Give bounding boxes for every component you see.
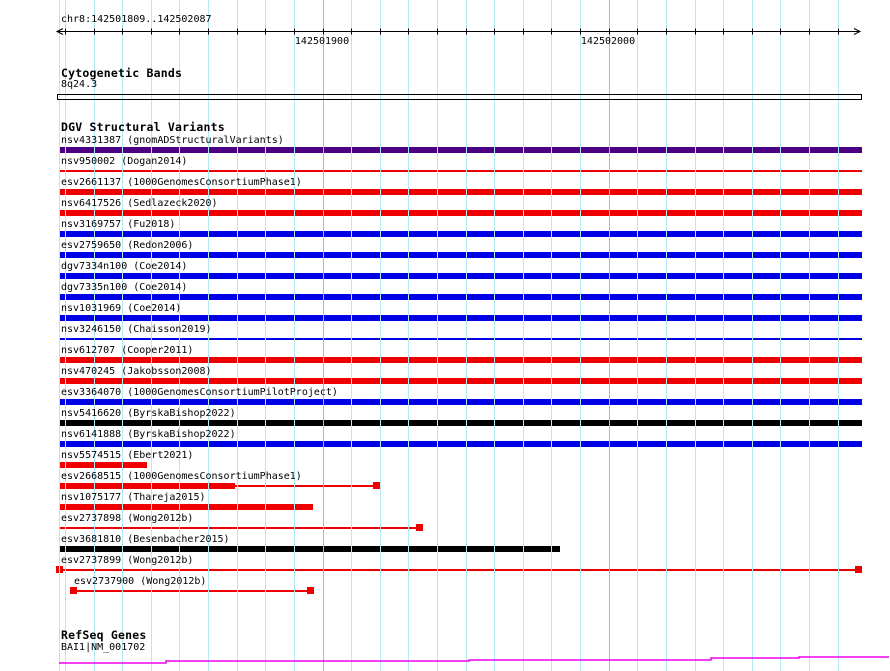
variant-label[interactable]: nsv470245 (Jakobsson2008): [61, 366, 212, 377]
gridline: [838, 0, 839, 671]
gridline: [408, 0, 409, 671]
variant-label[interactable]: nsv3246150 (Chaisson2019): [61, 324, 212, 335]
gridline: [723, 0, 724, 671]
variant-bar[interactable]: [59, 420, 862, 426]
variant-bar[interactable]: [59, 147, 862, 153]
gridline: [809, 0, 810, 671]
gridline: [265, 0, 266, 671]
gridline: [609, 0, 610, 671]
variant-label[interactable]: dgv7334n100 (Coe2014): [61, 261, 188, 272]
variant-label[interactable]: nsv4331387 (gnomADStructuralVariants): [61, 135, 284, 146]
variant-label[interactable]: esv3681810 (Besenbacher2015): [61, 534, 230, 545]
gridline: [237, 0, 238, 671]
variant-endpoint-marker[interactable]: [373, 482, 380, 489]
variant-label[interactable]: nsv6417526 (Sedlazeck2020): [61, 198, 218, 209]
variant-bar[interactable]: [59, 189, 862, 195]
gridline: [752, 0, 753, 671]
variant-bar[interactable]: [59, 462, 147, 468]
variant-bar[interactable]: [59, 399, 862, 405]
gridline: [208, 0, 209, 671]
variant-label[interactable]: esv2737898 (Wong2012b): [61, 513, 194, 524]
gridline: [780, 0, 781, 671]
variant-bar[interactable]: [59, 231, 862, 237]
ruler-tick-label: 142502000: [580, 36, 636, 47]
variant-bar[interactable]: [59, 483, 235, 489]
section-title-cytogenetic-bands: Cytogenetic Bands: [61, 66, 183, 80]
variant-bar[interactable]: [59, 273, 862, 279]
variant-bar[interactable]: [59, 527, 419, 529]
variant-bar[interactable]: [59, 294, 862, 300]
variant-label[interactable]: esv2737900 (Wong2012b): [74, 576, 207, 587]
variant-label[interactable]: nsv612707 (Cooper2011): [61, 345, 194, 356]
variant-endpoint-marker[interactable]: [855, 566, 862, 573]
variant-bar[interactable]: [59, 569, 858, 571]
gridline: [580, 0, 581, 671]
gridline: [294, 0, 295, 671]
variant-bar[interactable]: [73, 590, 310, 592]
variant-label[interactable]: esv2759650 (Redon2006): [61, 240, 194, 251]
gridline: [666, 0, 667, 671]
variant-bar[interactable]: [59, 441, 862, 447]
variant-label[interactable]: nsv950002 (Dogan2014): [61, 156, 188, 167]
variant-label[interactable]: dgv7335n100 (Coe2014): [61, 282, 188, 293]
variant-label[interactable]: nsv1031969 (Coe2014): [61, 303, 182, 314]
variant-endpoint-marker[interactable]: [416, 524, 423, 531]
variant-label[interactable]: esv2668515 (1000GenomesConsortiumPhase1): [61, 471, 302, 482]
gridline: [122, 0, 123, 671]
variant-bar[interactable]: [59, 315, 862, 321]
variant-bar[interactable]: [59, 210, 862, 216]
cytogenetic-band-label: 8q24.3: [61, 79, 98, 90]
gridline: [437, 0, 438, 671]
gridline: [523, 0, 524, 671]
gridline: [179, 0, 180, 671]
variant-label[interactable]: esv2737899 (Wong2012b): [61, 555, 194, 566]
variant-label[interactable]: nsv6141888 (ByrskaBishop2022): [61, 429, 236, 440]
gridline: [695, 0, 696, 671]
variant-label[interactable]: esv2661137 (1000GenomesConsortiumPhase1): [61, 177, 302, 188]
gridline: [65, 0, 66, 671]
variant-bar[interactable]: [59, 170, 862, 172]
variant-endpoint-marker[interactable]: [307, 587, 314, 594]
variant-label[interactable]: nsv5416620 (ByrskaBishop2022): [61, 408, 236, 419]
variant-endpoint-marker[interactable]: [70, 587, 77, 594]
gridline: [351, 0, 352, 671]
variant-label[interactable]: esv3364070 (1000GenomesConsortiumPilotPr…: [61, 387, 338, 398]
section-title-refseq-genes: RefSeq Genes: [61, 628, 147, 642]
region-coordinates: chr8:142501809..142502087: [61, 14, 212, 25]
variant-label[interactable]: nsv1075177 (Thareja2015): [61, 492, 206, 503]
variant-bar[interactable]: [235, 485, 376, 487]
variant-bar[interactable]: [59, 338, 862, 340]
gridline: [551, 0, 552, 671]
variant-bar[interactable]: [59, 504, 313, 510]
variant-bar[interactable]: [59, 378, 862, 384]
gridline: [380, 0, 381, 671]
variant-bar[interactable]: [59, 546, 560, 552]
section-title-dgv-structural-variants: DGV Structural Variants: [61, 120, 225, 134]
variant-label[interactable]: nsv3169757 (Fu2018): [61, 219, 176, 230]
ruler-tick-label: 142501900: [294, 36, 350, 47]
gene-name-label[interactable]: BAI1|NM_001702: [61, 642, 146, 653]
variant-label[interactable]: nsv5574515 (Ebert2021): [61, 450, 194, 461]
gridline: [59, 0, 60, 671]
gridline: [94, 0, 95, 671]
gridline: [151, 0, 152, 671]
gridline: [466, 0, 467, 671]
variant-bar[interactable]: [59, 357, 862, 363]
variant-bar[interactable]: [59, 252, 862, 258]
gridline: [323, 0, 324, 671]
cytogenetic-band[interactable]: [57, 94, 862, 100]
gridline: [637, 0, 638, 671]
gridline: [494, 0, 495, 671]
